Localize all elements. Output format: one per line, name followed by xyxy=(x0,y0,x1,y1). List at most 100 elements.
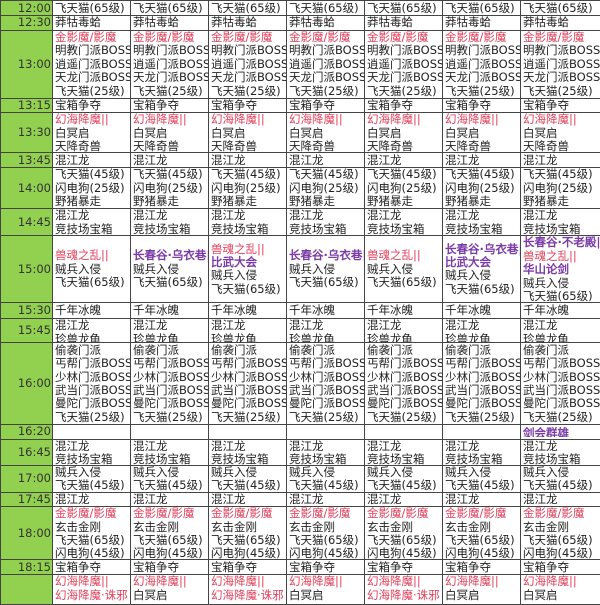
schedule-cell: 宝箱争夺 xyxy=(365,560,443,575)
schedule-cell: 飞天猫(65级) xyxy=(131,1,209,16)
activity-item: 混江龙 xyxy=(523,319,600,332)
activity-item: 野猪暴走 xyxy=(133,195,208,208)
schedule-cell: 莽牯毒蛤 xyxy=(521,16,600,31)
activity-item: 飞天猫(45级) xyxy=(289,168,364,181)
activity-item: 千年冰魄 xyxy=(367,304,442,317)
activity-item: 莽牯毒蛤 xyxy=(133,16,208,29)
activity-item: 天降奇兽 xyxy=(133,140,208,152)
activity-item: 白冥启 xyxy=(289,589,364,602)
activity-item: 混江龙 xyxy=(367,319,442,332)
activity-item: 曼陀门派BOSS xyxy=(55,397,130,410)
schedule-cell: 幻海降魔||白冥启 xyxy=(443,575,521,605)
activity-item: 野猪暴走 xyxy=(445,195,520,208)
activity-item: 千年冰魄 xyxy=(445,304,520,317)
activity-item: 少林门派BOSS xyxy=(55,371,130,384)
schedule-cell: 千年冰魄 xyxy=(521,303,600,319)
activity-item: 飞天猫(45级) xyxy=(211,168,286,181)
activity-item: 竞技场宝箱 xyxy=(55,453,130,465)
activity-item: 飞天猫(65级) xyxy=(289,534,364,547)
schedule-cell: 贼兵入侵飞天猫(45级) xyxy=(53,465,131,492)
activity-item: 竞技场宝箱 xyxy=(133,223,208,236)
activity-item: 野猪暴走 xyxy=(211,195,286,208)
schedule-cell: 幻海降魔||幻海降魔·诛邪 xyxy=(53,575,131,605)
activity-item: 贼兵入侵 xyxy=(133,466,208,479)
activity-item: 混江龙 xyxy=(445,209,520,222)
activity-item: 飞天猫(25级) xyxy=(133,85,208,98)
activity-item: 竞技场宝箱 xyxy=(445,453,520,465)
time-slot-label: 18:00 xyxy=(1,507,53,560)
activity-item: 金影魔/影魔 xyxy=(211,31,286,44)
activity-item: 竞技场宝箱 xyxy=(55,223,130,236)
activity-item: 飞天猫(45级) xyxy=(133,479,208,492)
schedule-cell: 幻海降魔||白冥启天降奇兽 xyxy=(443,113,521,153)
activity-item: 飞天猫(25级) xyxy=(211,411,286,424)
activity-item: 闪电狗(25级) xyxy=(211,182,286,195)
activity-item: 野猪暴走 xyxy=(523,195,600,208)
activity-item: 天降奇兽 xyxy=(523,140,600,152)
activity-item: 比武大会 xyxy=(211,256,286,269)
activity-item: 天龙门派BOSS xyxy=(445,71,520,84)
activity-item: 混江龙 xyxy=(55,154,130,167)
activity-item: 少林门派BOSS xyxy=(211,371,286,384)
activity-item: 丐帮门派BOSS xyxy=(523,357,600,370)
schedule-cell: 混江龙 xyxy=(443,492,521,506)
schedule-cell: 千年冰魄 xyxy=(287,303,365,319)
activity-item: 宝箱争夺 xyxy=(523,99,600,112)
activity-item: 混江龙 xyxy=(289,440,364,453)
activity-item: 曼陀门派BOSS xyxy=(211,397,286,410)
activity-item: 混江龙 xyxy=(523,154,600,167)
schedule-cell: 莽牯毒蛤 xyxy=(287,16,365,31)
time-slot-label: 17:00 xyxy=(1,465,53,492)
activity-item: 武当门派BOSS xyxy=(523,384,600,397)
activity-item: 飞天猫(65级) xyxy=(445,283,520,296)
activity-item: 幻海降魔|| xyxy=(367,575,442,588)
activity-item: 曼陀门派BOSS xyxy=(133,397,208,410)
activity-item: 混江龙 xyxy=(211,209,286,222)
activity-item: 竞技场宝箱 xyxy=(367,223,442,236)
activity-item: 飞天猫(25级) xyxy=(367,411,442,424)
activity-item: 飞天猫(25级) xyxy=(523,85,600,98)
schedule-cell xyxy=(443,425,521,439)
activity-item: 混江龙 xyxy=(367,493,442,506)
activity-item: 混江龙 xyxy=(445,154,520,167)
activity-item: 珍兽龙龟 xyxy=(445,333,520,343)
activity-item: 武当门派BOSS xyxy=(55,384,130,397)
activity-item: 贼兵入侵 xyxy=(211,466,286,479)
activity-item: 飞天猫(65级) xyxy=(133,534,208,547)
activity-item: 比武大会 xyxy=(445,256,520,269)
activity-item: 天降奇兽 xyxy=(289,140,364,152)
activity-item: 幻海降魔|| xyxy=(289,575,364,588)
activity-item: 玄击金刚 xyxy=(445,521,520,534)
activity-item: 白冥启 xyxy=(133,589,208,602)
time-slot-label: 14:45 xyxy=(1,209,53,236)
schedule-cell: 剑会群雄 xyxy=(521,425,600,439)
activity-item: 混江龙 xyxy=(367,440,442,453)
activity-item: 贼兵入侵 xyxy=(367,466,442,479)
schedule-cell: 兽魂之乱||贼兵入侵飞天猫(65级) xyxy=(53,236,131,303)
schedule-cell: 贼兵入侵飞天猫(45级) xyxy=(209,465,287,492)
schedule-cell: 混江龙竞技场宝箱 xyxy=(209,439,287,465)
activity-item: 宝箱争夺 xyxy=(55,561,130,574)
activity-item: 飞天猫(65级) xyxy=(55,276,130,289)
activity-item: 贼兵入侵 xyxy=(55,466,130,479)
activity-item: 混江龙 xyxy=(523,493,600,506)
activity-item: 玄击金刚 xyxy=(133,521,208,534)
activity-item: 宝箱争夺 xyxy=(445,99,520,112)
schedule-cell: 幻海降魔||白冥启天降奇兽 xyxy=(365,113,443,153)
activity-item: 金影魔/影魔 xyxy=(55,31,130,44)
schedule-cell: 混江龙 xyxy=(209,492,287,506)
schedule-cell: 混江龙竞技场宝箱 xyxy=(53,209,131,236)
activity-item: 宝箱争夺 xyxy=(367,99,442,112)
schedule-cell: 宝箱争夺 xyxy=(287,560,365,575)
activity-item: 飞天猫(25级) xyxy=(523,411,600,424)
activity-item: 莽牯毒蛤 xyxy=(523,16,600,29)
schedule-cell: 混江龙珍兽龙龟 xyxy=(287,319,365,343)
activity-item: 贼兵入侵 xyxy=(289,263,364,276)
